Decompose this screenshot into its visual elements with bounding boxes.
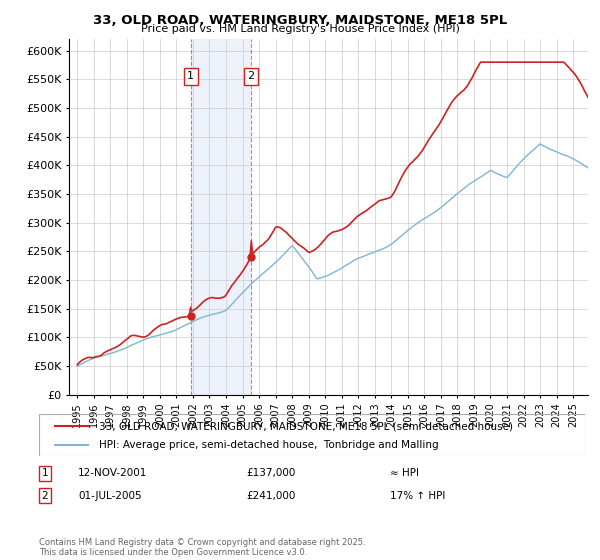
Text: 1: 1 (41, 468, 49, 478)
Text: HPI: Average price, semi-detached house,  Tonbridge and Malling: HPI: Average price, semi-detached house,… (99, 440, 439, 450)
Text: ≈ HPI: ≈ HPI (390, 468, 419, 478)
Text: 2: 2 (41, 491, 49, 501)
Text: 17% ↑ HPI: 17% ↑ HPI (390, 491, 445, 501)
Text: 33, OLD ROAD, WATERINGBURY, MAIDSTONE, ME18 5PL: 33, OLD ROAD, WATERINGBURY, MAIDSTONE, M… (93, 14, 507, 27)
Text: Price paid vs. HM Land Registry's House Price Index (HPI): Price paid vs. HM Land Registry's House … (140, 24, 460, 34)
Text: 01-JUL-2005: 01-JUL-2005 (78, 491, 142, 501)
Text: £137,000: £137,000 (246, 468, 295, 478)
Text: 1: 1 (187, 72, 194, 82)
Text: Contains HM Land Registry data © Crown copyright and database right 2025.
This d: Contains HM Land Registry data © Crown c… (39, 538, 365, 557)
Text: 12-NOV-2001: 12-NOV-2001 (78, 468, 148, 478)
Bar (191, 39, 251, 395)
Text: 2: 2 (247, 72, 254, 82)
Text: £241,000: £241,000 (246, 491, 295, 501)
Text: 33, OLD ROAD, WATERINGBURY, MAIDSTONE, ME18 5PL (semi-detached house): 33, OLD ROAD, WATERINGBURY, MAIDSTONE, M… (99, 421, 513, 431)
